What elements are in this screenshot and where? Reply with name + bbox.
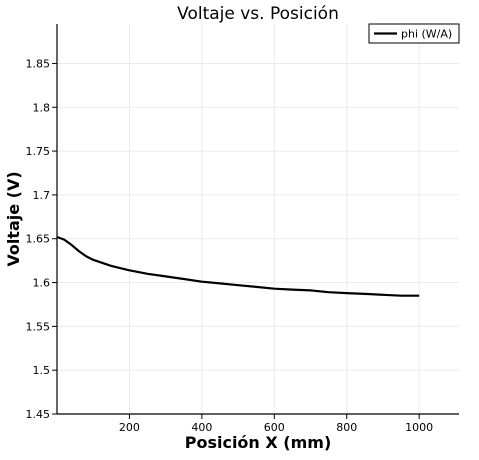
y-tick-label: 1.55 [26, 320, 51, 333]
x-tick-label: 1000 [405, 421, 433, 434]
grid-lines [57, 24, 459, 414]
series-line-phi [56, 235, 420, 297]
y-tick-label: 1.45 [26, 408, 51, 421]
chart-title: Voltaje vs. Posición [177, 4, 339, 24]
legend: phi (W/A) [368, 23, 460, 44]
x-axis-ticks: 200 400 600 800 1000 [119, 414, 433, 434]
x-axis-title: Posición X (mm) [185, 433, 332, 452]
series-layer [56, 235, 420, 297]
y-tick-label: 1.85 [26, 57, 51, 70]
y-tick-label: 1.7 [33, 189, 51, 202]
y-axis-ticks: 1.45 1.5 1.55 1.6 1.65 1.7 1.75 1.8 1.85 [26, 57, 57, 421]
y-tick-label: 1.5 [33, 364, 51, 377]
y-tick-label: 1.8 [33, 101, 51, 114]
x-tick-label: 800 [336, 421, 357, 434]
y-tick-label: 1.75 [26, 145, 51, 158]
legend-box [368, 23, 460, 44]
y-axis-title: Voltaje (V) [4, 171, 23, 266]
x-tick-label: 400 [191, 421, 212, 434]
y-tick-label: 1.65 [26, 233, 51, 246]
legend-label-phi: phi (W/A) [401, 28, 452, 41]
y-tick-label: 1.6 [33, 277, 51, 290]
x-tick-label: 600 [264, 421, 285, 434]
x-tick-label: 200 [119, 421, 140, 434]
